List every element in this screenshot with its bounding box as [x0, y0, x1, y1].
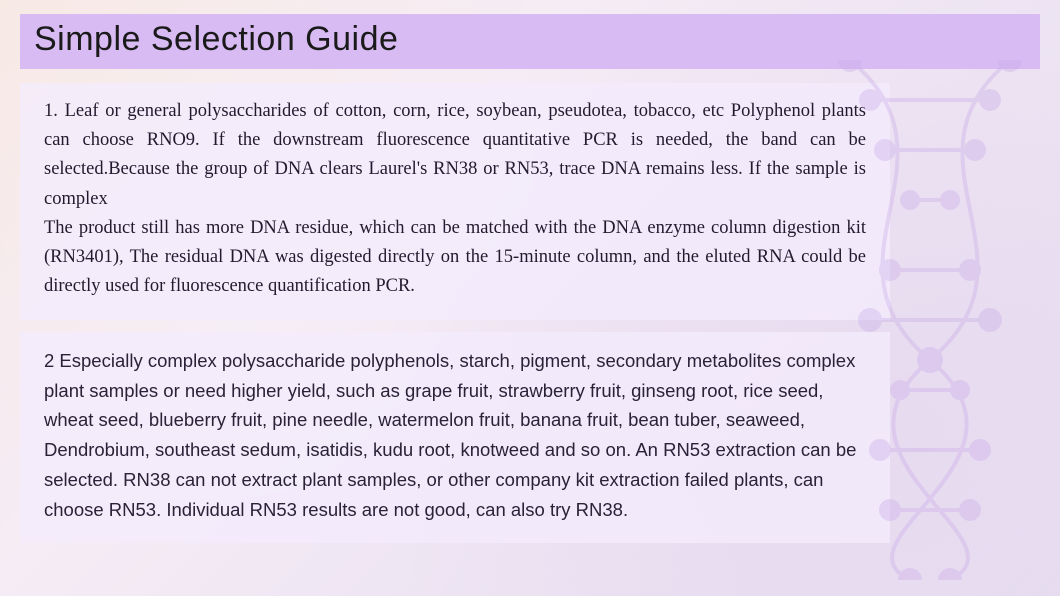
panel-1-para-1: 1. Leaf or general polysaccharides of co…	[44, 97, 866, 214]
panel-1: 1. Leaf or general polysaccharides of co…	[20, 83, 890, 320]
page-root: Simple Selection Guide 1. Leaf or genera…	[0, 0, 1060, 596]
page-title: Simple Selection Guide	[34, 20, 1026, 59]
panel-2: 2 Especially complex polysaccharide poly…	[20, 332, 890, 544]
panel-1-para-2: The product still has more DNA residue, …	[44, 214, 866, 302]
panel-2-para-1: 2 Especially complex polysaccharide poly…	[44, 346, 866, 526]
title-bar: Simple Selection Guide	[20, 14, 1040, 69]
